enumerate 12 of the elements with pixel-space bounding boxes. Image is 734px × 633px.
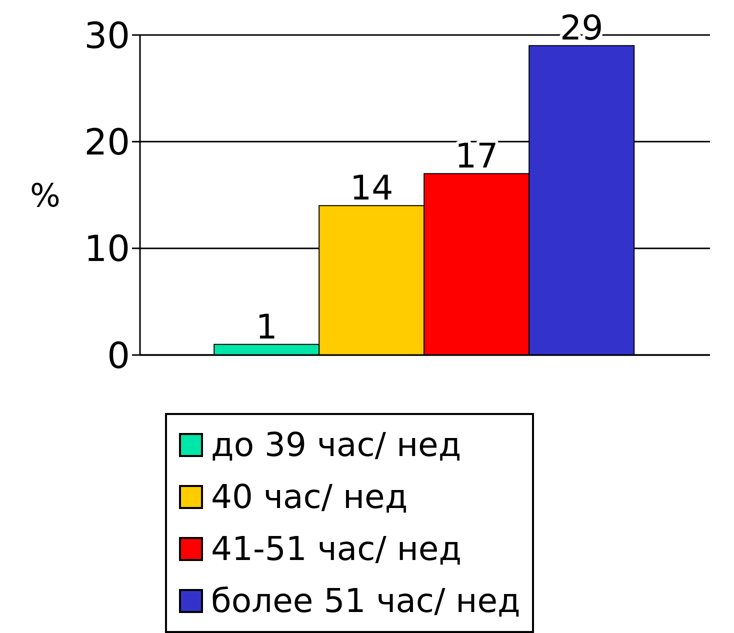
data-label: 17	[454, 136, 498, 177]
legend-label: 41-51 час/ нед	[211, 528, 462, 570]
y-tick-label: 20	[84, 122, 130, 164]
data-label: 1	[256, 307, 278, 348]
y-tick-label: 30	[84, 16, 130, 57]
y-tick-label: 0	[107, 336, 130, 377]
y-axis-title: %	[30, 176, 60, 214]
legend-label: более 51 час/ нед	[211, 580, 520, 622]
data-label: 14	[350, 168, 394, 209]
y-tick-label: 10	[84, 229, 130, 270]
legend-label: до 39 час/ нед	[211, 424, 462, 466]
legend-label: 40 час/ нед	[211, 476, 408, 518]
